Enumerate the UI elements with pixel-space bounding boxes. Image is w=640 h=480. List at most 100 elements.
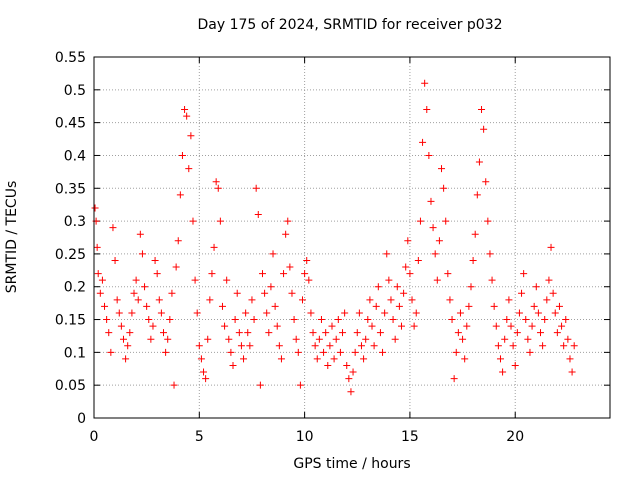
data-point	[555, 302, 563, 310]
data-point	[328, 322, 336, 330]
data-point	[185, 165, 193, 173]
data-point	[549, 289, 557, 297]
data-point	[233, 289, 241, 297]
data-point	[280, 270, 288, 278]
data-point	[93, 243, 101, 251]
data-point	[429, 224, 437, 232]
data-point	[416, 217, 424, 225]
data-point	[307, 309, 315, 317]
data-point	[138, 250, 146, 258]
data-point	[511, 361, 519, 369]
data-point	[353, 329, 361, 337]
data-point	[473, 191, 481, 199]
data-point	[290, 316, 298, 324]
data-point	[461, 355, 469, 363]
data-point	[478, 106, 486, 114]
data-point	[309, 329, 317, 337]
data-point	[347, 388, 355, 396]
data-point	[389, 316, 397, 324]
data-point	[446, 296, 454, 304]
data-point	[166, 316, 174, 324]
data-point	[452, 348, 460, 356]
data-point	[406, 270, 414, 278]
data-point	[91, 204, 99, 212]
axis-ticks: 0 0.05 0.1 0.15 0.2 0.25 0.3 0.35 0.4 0.45 0.5 0.55…	[55, 50, 610, 445]
data-point	[520, 270, 528, 278]
data-point	[484, 217, 492, 225]
data-point	[258, 270, 266, 278]
data-point	[383, 250, 391, 258]
data-point	[368, 322, 376, 330]
data-point	[397, 322, 405, 330]
data-point	[372, 302, 380, 310]
data-point	[134, 296, 142, 304]
data-point	[463, 322, 471, 330]
data-point	[480, 125, 488, 133]
data-point	[147, 335, 155, 343]
y-tick-label: 0.3	[64, 214, 86, 230]
data-point	[320, 348, 328, 356]
data-point	[204, 335, 212, 343]
data-point	[178, 151, 186, 159]
data-point	[560, 342, 568, 350]
data-point	[496, 355, 504, 363]
data-point	[136, 230, 144, 238]
data-point	[345, 375, 353, 383]
data-point	[299, 296, 307, 304]
y-tick-label: 0.05	[55, 378, 86, 394]
data-point	[332, 335, 340, 343]
data-point	[172, 263, 180, 271]
data-point	[101, 302, 109, 310]
data-point	[189, 217, 197, 225]
data-point	[440, 184, 448, 192]
data-point	[132, 276, 140, 284]
data-point	[275, 342, 283, 350]
data-point	[566, 355, 574, 363]
data-point	[435, 237, 443, 245]
data-point	[240, 355, 248, 363]
data-point	[349, 368, 357, 376]
data-point	[330, 355, 338, 363]
data-point	[488, 276, 496, 284]
data-point	[408, 296, 416, 304]
data-point	[149, 322, 157, 330]
data-point	[128, 309, 136, 317]
data-point	[202, 375, 210, 383]
data-point	[324, 361, 332, 369]
data-point	[469, 256, 477, 264]
data-point	[94, 270, 102, 278]
data-point	[265, 329, 273, 337]
data-point	[387, 296, 395, 304]
data-point	[513, 329, 521, 337]
x-tick-label: 5	[195, 429, 204, 445]
data-point	[570, 342, 578, 350]
data-points	[91, 79, 578, 396]
data-point	[227, 348, 235, 356]
data-point	[231, 316, 239, 324]
data-point	[536, 329, 544, 337]
data-point	[191, 276, 199, 284]
data-point	[296, 381, 304, 389]
data-point	[160, 329, 168, 337]
data-point	[526, 348, 534, 356]
data-point	[208, 270, 216, 278]
data-point	[558, 322, 566, 330]
data-point	[155, 296, 163, 304]
data-point	[334, 316, 342, 324]
y-tick-label: 0.35	[55, 181, 86, 197]
data-point	[246, 342, 254, 350]
data-point	[317, 316, 325, 324]
data-point	[539, 342, 547, 350]
data-point	[263, 309, 271, 317]
x-tick-label: 0	[90, 429, 99, 445]
data-point	[164, 335, 172, 343]
data-point	[254, 211, 262, 219]
data-point	[357, 342, 365, 350]
data-point	[326, 342, 334, 350]
data-point	[242, 309, 250, 317]
data-point	[214, 184, 222, 192]
data-point	[235, 329, 243, 337]
data-point	[492, 322, 500, 330]
data-point	[153, 270, 161, 278]
data-point	[145, 316, 153, 324]
